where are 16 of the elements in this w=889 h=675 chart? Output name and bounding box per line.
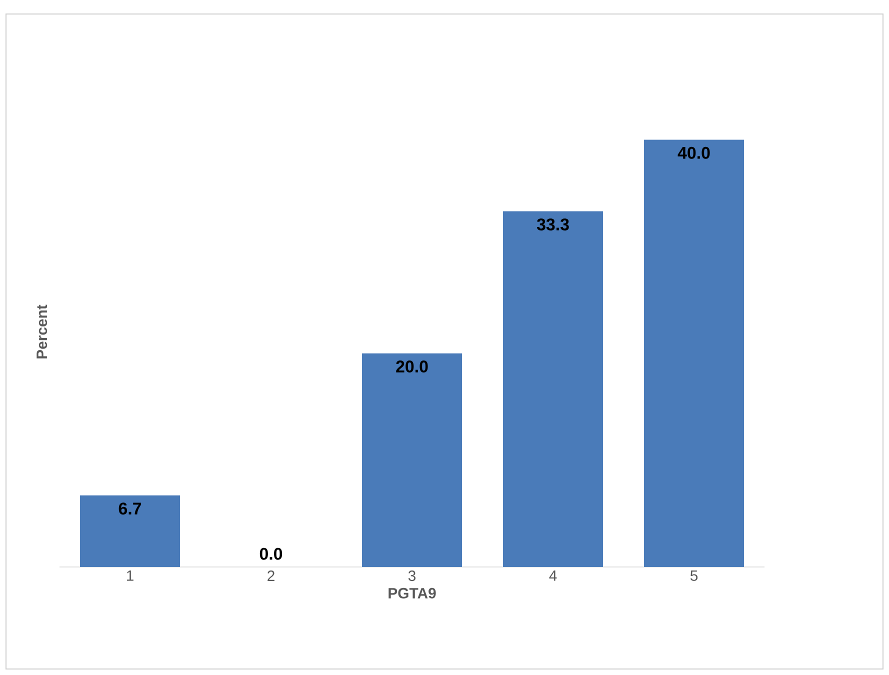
data-label: 33.3 bbox=[536, 218, 569, 230]
x-tick-label: 1 bbox=[126, 570, 134, 581]
x-tick-label: 3 bbox=[408, 570, 416, 582]
data-label: 6.7 bbox=[118, 502, 142, 515]
data-label: 20.0 bbox=[396, 360, 428, 373]
data-label: 40.0 bbox=[678, 146, 710, 159]
bar bbox=[362, 353, 462, 567]
x-tick-label: 4 bbox=[549, 570, 557, 581]
bar bbox=[503, 211, 604, 567]
x-tick-label: 5 bbox=[690, 570, 698, 581]
x-axis-title: PGTA9 bbox=[388, 588, 436, 598]
y-axis-title: Percent bbox=[36, 304, 48, 358]
bar bbox=[80, 495, 180, 567]
x-tick-label: 2 bbox=[268, 570, 274, 581]
bar bbox=[644, 140, 744, 567]
data-label: 0.0 bbox=[260, 548, 282, 560]
